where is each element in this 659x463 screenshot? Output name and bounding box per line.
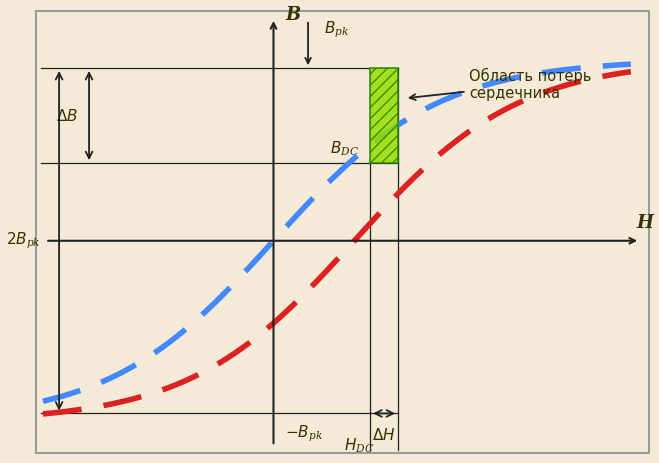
Text: $2B_{\mathregular{pk}}$: $2B_{\mathregular{pk}}$ bbox=[6, 231, 41, 251]
Text: H: H bbox=[636, 214, 653, 232]
Text: $B_{\mathregular{pk}}$: $B_{\mathregular{pk}}$ bbox=[324, 20, 349, 40]
Text: $H_{\mathregular{DC}}$: $H_{\mathregular{DC}}$ bbox=[344, 436, 374, 455]
Text: $\Delta H$: $\Delta H$ bbox=[372, 427, 396, 443]
Text: $B_{\mathregular{DC}}$: $B_{\mathregular{DC}}$ bbox=[330, 139, 358, 158]
Bar bbox=[370, 68, 398, 163]
Text: B: B bbox=[285, 6, 301, 24]
Text: $-B_{\mathregular{pk}}$: $-B_{\mathregular{pk}}$ bbox=[285, 424, 323, 444]
Text: Область потерь
сердечника: Область потерь сердечника bbox=[410, 68, 592, 101]
Text: $\Delta B$: $\Delta B$ bbox=[55, 107, 78, 124]
